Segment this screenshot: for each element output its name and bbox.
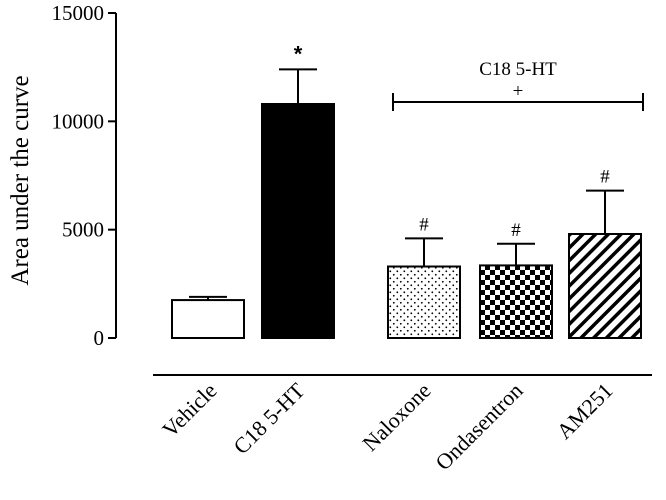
x-tick-label: Vehicle <box>157 378 221 442</box>
y-tick-label: 10000 <box>52 109 105 133</box>
bar-c18-5-ht <box>261 103 335 339</box>
x-tick-label: Ondasentron <box>430 378 527 475</box>
y-tick-label: 15000 <box>52 1 105 25</box>
significance-marker: * <box>294 41 303 66</box>
significance-marker: # <box>600 167 610 188</box>
bracket-label: C18 5-HT <box>479 59 557 80</box>
x-tick-label: AM251 <box>551 378 617 444</box>
y-axis: 0 5000 10000 15000 <box>52 1 117 350</box>
bracket-symbol: + <box>513 81 524 102</box>
bar-ondasentron <box>479 264 553 339</box>
bar-vehicle <box>171 299 245 340</box>
significance-marker: # <box>511 220 521 241</box>
y-tick-label: 0 <box>94 326 105 350</box>
y-tick-label: 5000 <box>62 218 104 242</box>
comparison-bracket: C18 5-HT+ <box>392 59 644 111</box>
y-axis-label: Area under the curve <box>7 75 34 285</box>
bars: * # # # <box>171 41 642 340</box>
x-tick-label: C18 5-HT <box>228 377 310 459</box>
significance-marker: # <box>419 214 429 235</box>
bar-naloxone <box>387 265 461 339</box>
x-tick-label: Naloxone <box>357 378 435 456</box>
bar-am251 <box>568 233 642 339</box>
